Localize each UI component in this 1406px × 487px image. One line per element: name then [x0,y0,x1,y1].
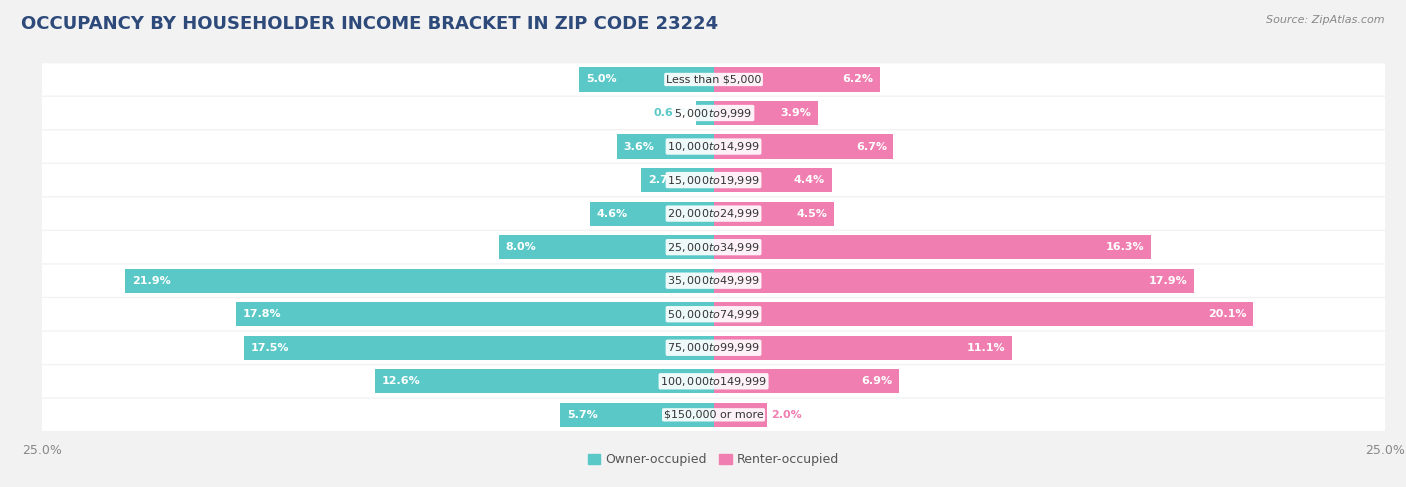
FancyBboxPatch shape [28,399,1399,431]
Text: 11.1%: 11.1% [966,343,1005,353]
Bar [125,269,713,293]
Text: 3.6%: 3.6% [624,142,654,151]
FancyBboxPatch shape [28,97,1399,129]
Text: 17.8%: 17.8% [242,309,281,319]
Text: 2.0%: 2.0% [772,410,801,420]
Text: 6.2%: 6.2% [842,75,873,84]
Text: 0.66%: 0.66% [652,108,692,118]
Text: 4.6%: 4.6% [596,208,628,219]
Text: 6.9%: 6.9% [860,376,893,386]
FancyBboxPatch shape [28,264,1399,297]
FancyBboxPatch shape [28,63,1399,95]
Bar [713,403,768,427]
Bar [243,336,713,360]
Text: 16.3%: 16.3% [1107,242,1144,252]
FancyBboxPatch shape [28,231,1399,263]
Legend: Owner-occupied, Renter-occupied: Owner-occupied, Renter-occupied [588,453,839,467]
Text: 20.1%: 20.1% [1208,309,1247,319]
Bar [579,67,713,92]
Text: 5.0%: 5.0% [586,75,617,84]
Bar [713,168,832,192]
Bar [236,302,713,326]
Text: Less than $5,000: Less than $5,000 [666,75,761,84]
Bar [591,202,713,225]
Text: 4.5%: 4.5% [797,208,828,219]
Text: 17.9%: 17.9% [1149,276,1188,286]
Text: $75,000 to $99,999: $75,000 to $99,999 [668,341,759,354]
Text: $20,000 to $24,999: $20,000 to $24,999 [668,207,759,220]
Bar [713,235,1152,259]
Text: $15,000 to $19,999: $15,000 to $19,999 [668,173,759,187]
Text: 5.7%: 5.7% [567,410,598,420]
Text: Source: ZipAtlas.com: Source: ZipAtlas.com [1267,15,1385,25]
Text: 12.6%: 12.6% [382,376,420,386]
FancyBboxPatch shape [28,298,1399,330]
Bar [617,134,713,159]
Bar [375,369,713,393]
Text: 21.9%: 21.9% [132,276,172,286]
Bar [499,235,713,259]
Text: 17.5%: 17.5% [250,343,288,353]
Text: $50,000 to $74,999: $50,000 to $74,999 [668,308,759,321]
Text: $25,000 to $34,999: $25,000 to $34,999 [668,241,759,254]
Bar [713,134,893,159]
Bar [641,168,713,192]
Bar [696,101,713,125]
Text: $10,000 to $14,999: $10,000 to $14,999 [668,140,759,153]
Bar [713,269,1194,293]
Text: $100,000 to $149,999: $100,000 to $149,999 [661,375,766,388]
Text: $150,000 or more: $150,000 or more [664,410,763,420]
Text: OCCUPANCY BY HOUSEHOLDER INCOME BRACKET IN ZIP CODE 23224: OCCUPANCY BY HOUSEHOLDER INCOME BRACKET … [21,15,718,33]
FancyBboxPatch shape [28,365,1399,397]
Text: $35,000 to $49,999: $35,000 to $49,999 [668,274,759,287]
FancyBboxPatch shape [28,198,1399,230]
Bar [713,336,1012,360]
FancyBboxPatch shape [28,164,1399,196]
Bar [713,302,1253,326]
Bar [713,67,880,92]
FancyBboxPatch shape [28,131,1399,163]
Bar [713,369,898,393]
Bar [561,403,713,427]
Text: 6.7%: 6.7% [856,142,887,151]
Text: 8.0%: 8.0% [505,242,536,252]
Text: 3.9%: 3.9% [780,108,811,118]
Text: $5,000 to $9,999: $5,000 to $9,999 [675,107,752,119]
Bar [713,101,818,125]
Bar [713,202,834,225]
Text: 4.4%: 4.4% [794,175,825,185]
FancyBboxPatch shape [28,332,1399,364]
Text: 2.7%: 2.7% [648,175,679,185]
